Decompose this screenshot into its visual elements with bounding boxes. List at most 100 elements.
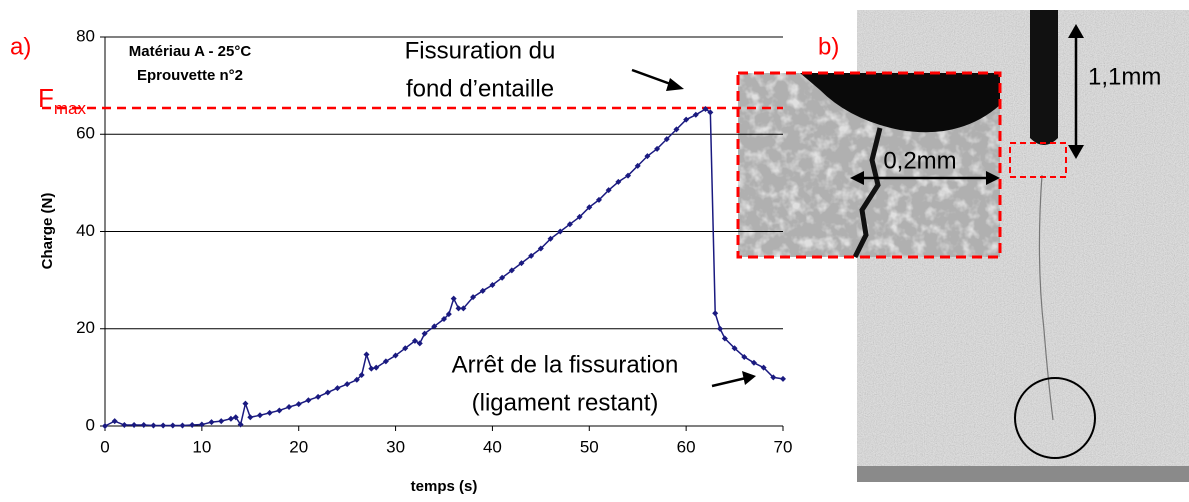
data-point	[721, 335, 728, 342]
data-point	[528, 252, 535, 259]
x-tick-label: 0	[100, 437, 109, 456]
data-point	[179, 422, 186, 429]
data-point	[368, 365, 375, 372]
data-point	[416, 340, 423, 347]
annotation: Arrêt de la fissuration	[452, 351, 679, 378]
data-point	[111, 418, 118, 425]
data-point	[547, 235, 554, 242]
x-tick-label: 20	[289, 437, 308, 456]
y-tick-label: 20	[76, 318, 95, 337]
data-point	[402, 345, 409, 352]
data-point	[470, 294, 477, 301]
fmax-label: Fmax	[38, 83, 87, 119]
data-point	[189, 422, 196, 429]
data-point	[731, 345, 738, 352]
data-point	[441, 316, 447, 323]
data-point	[382, 358, 389, 365]
data-point	[218, 418, 225, 425]
data-point	[445, 311, 452, 318]
data-point	[712, 310, 719, 317]
data-point	[431, 323, 438, 330]
data-point	[683, 116, 690, 123]
data-point	[707, 109, 714, 116]
data-point	[324, 389, 331, 396]
annotation: (ligament restant)	[472, 389, 659, 416]
data-point	[242, 400, 249, 407]
data-point	[102, 423, 108, 429]
series-line	[104, 108, 784, 427]
data-point	[208, 419, 215, 426]
data-point	[717, 325, 724, 332]
y-tick-label: 0	[86, 415, 95, 434]
data-point	[247, 414, 254, 421]
data-point	[499, 274, 506, 281]
data-point	[489, 281, 496, 288]
data-point	[358, 371, 365, 378]
data-point	[479, 287, 486, 294]
data-point	[760, 364, 767, 371]
data-point	[286, 404, 293, 411]
data-point	[508, 267, 515, 274]
data-point	[673, 126, 680, 133]
data-point	[266, 409, 273, 416]
data-point	[663, 136, 670, 143]
data-point	[227, 415, 234, 422]
y-tick-label: 80	[76, 26, 95, 45]
data-point	[169, 422, 176, 429]
data-point	[131, 422, 138, 429]
data-point	[353, 376, 360, 383]
scale-label: 1,1mm	[1088, 63, 1161, 90]
data-point	[363, 351, 370, 358]
data-point	[692, 111, 699, 118]
data-point	[460, 305, 467, 312]
data-point	[140, 422, 147, 429]
fmax-label-sub: max	[54, 99, 87, 118]
data-point	[644, 153, 651, 160]
subtitle: Eprouvette n°2	[137, 67, 243, 84]
data-point	[634, 162, 641, 169]
x-tick-label: 30	[386, 437, 405, 456]
annotation: Fissuration du	[405, 37, 556, 64]
data-point	[595, 196, 602, 203]
x-axis-title: temps (s)	[411, 478, 478, 495]
y-tick-label: 40	[76, 221, 95, 240]
data-point	[411, 337, 418, 344]
data-point	[586, 204, 593, 211]
y-tick-label: 60	[76, 124, 95, 143]
data-point	[373, 364, 380, 371]
data-point	[450, 295, 457, 302]
data-point	[455, 305, 462, 312]
y-axis-title: Charge (N)	[39, 193, 56, 270]
data-point	[121, 422, 128, 429]
data-point	[256, 412, 263, 419]
data-point	[160, 422, 167, 429]
annotation: fond d’entaille	[406, 75, 554, 102]
data-point	[557, 228, 564, 235]
data-point	[654, 145, 661, 152]
data-point	[605, 187, 612, 194]
data-point	[770, 374, 777, 381]
x-tick-label: 50	[580, 437, 599, 456]
fmax-label-main: F	[38, 83, 54, 113]
micrograph: 0,2mm 1,1mm	[736, 10, 1189, 482]
data-point	[150, 422, 157, 429]
data-point	[625, 172, 632, 179]
data-point	[392, 352, 399, 359]
data-point	[295, 401, 302, 408]
panel-label: b)	[818, 33, 839, 60]
data-point	[305, 397, 312, 404]
data-point	[566, 221, 573, 228]
data-point	[741, 353, 748, 360]
x-tick-label: 60	[677, 437, 696, 456]
data-point	[702, 105, 709, 112]
x-tick-label: 70	[774, 437, 793, 456]
data-point	[334, 385, 341, 392]
data-point	[576, 213, 583, 220]
x-tick-label: 10	[192, 437, 211, 456]
data-point	[276, 407, 283, 414]
data-point	[344, 381, 351, 388]
subtitle: Matériau A - 25°C	[129, 43, 252, 60]
data-point	[315, 393, 322, 400]
data-point	[615, 178, 622, 185]
